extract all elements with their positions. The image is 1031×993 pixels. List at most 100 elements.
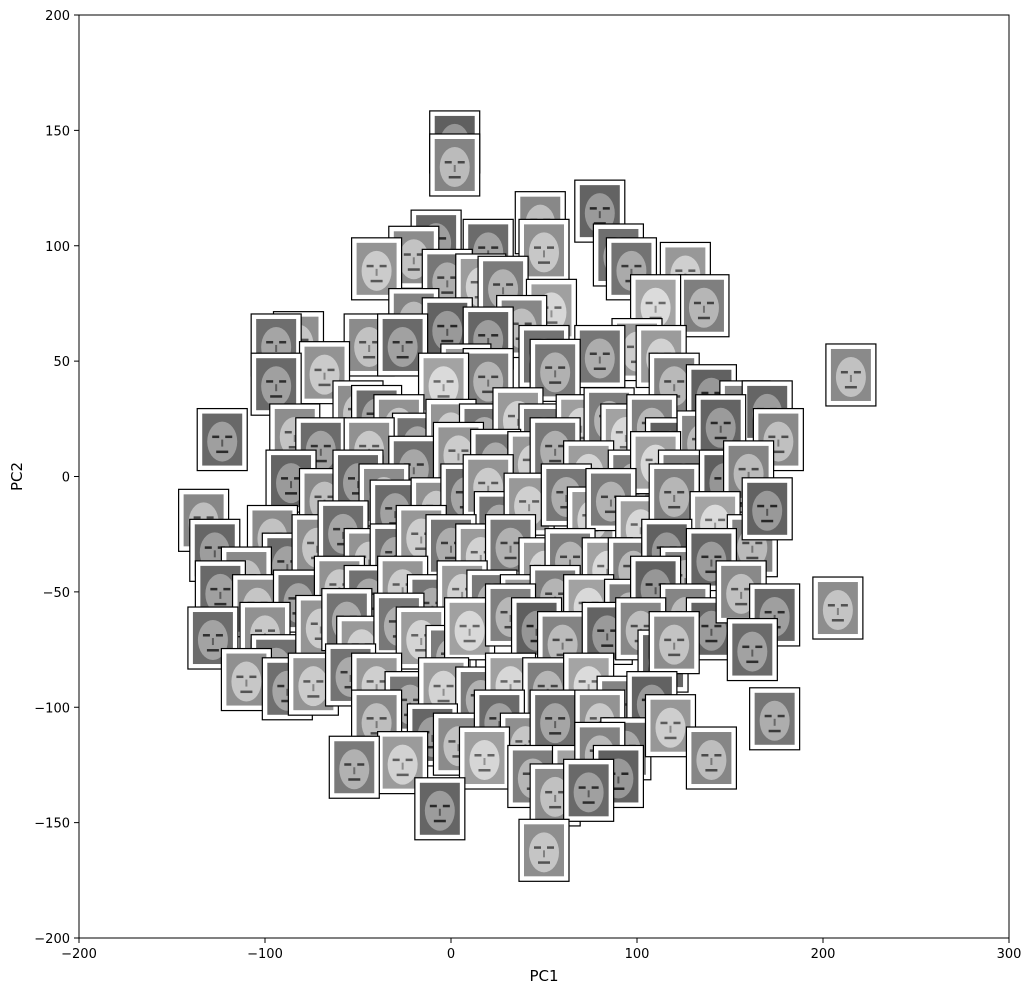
face-eye [314, 495, 322, 499]
face-thumbnail [812, 576, 864, 640]
face-mouth [463, 639, 476, 643]
face-eye [433, 684, 441, 688]
face-nose [457, 453, 460, 461]
face-nose [580, 425, 583, 433]
face-thumbnail [429, 133, 481, 197]
face-eye [534, 846, 541, 849]
face-eye [664, 380, 672, 383]
face-eye [439, 237, 447, 240]
face-nose [275, 344, 278, 352]
face-eye [301, 338, 309, 342]
face-nose [587, 684, 590, 692]
face-eye [506, 283, 514, 286]
face-thumbnail [328, 735, 380, 799]
face-eye [701, 754, 709, 757]
face-nose [565, 494, 568, 502]
face-eye [645, 583, 653, 586]
face-eye [534, 246, 541, 249]
face-eye [359, 340, 367, 344]
face-eye [853, 370, 861, 374]
face-nose [487, 379, 490, 387]
face-eye [405, 340, 413, 344]
face-mouth [504, 556, 517, 560]
face-mouth [549, 381, 562, 384]
y-tick-label: 50 [53, 355, 70, 370]
face-eye [266, 380, 274, 383]
face-nose [442, 384, 445, 392]
face-eye [621, 772, 629, 775]
face-eye [455, 490, 463, 494]
face-mouth [549, 805, 562, 809]
face-eye [348, 477, 355, 480]
face-nose [275, 384, 278, 392]
face-nose [375, 684, 378, 692]
face-nose [673, 494, 676, 502]
face-eye [450, 324, 458, 328]
face-eye [500, 541, 508, 545]
face-nose [487, 338, 490, 346]
face-eye [643, 624, 651, 628]
face-eye [597, 564, 605, 568]
face-thumbnail [529, 689, 581, 753]
face-thumbnail [444, 597, 496, 661]
face-nose [543, 250, 545, 258]
face-nose [766, 508, 769, 516]
face-nose [535, 628, 538, 636]
face-mouth [530, 639, 543, 643]
face-nose [554, 448, 557, 456]
face-nose [606, 633, 609, 641]
face-nose [453, 164, 456, 172]
face-eye [615, 430, 623, 434]
face-mouth [437, 699, 450, 703]
face-eye [573, 555, 581, 559]
face-eye [359, 444, 367, 448]
face-eye [478, 334, 486, 337]
face-mouth [370, 279, 383, 283]
face-mouth [433, 819, 446, 823]
face-eye [550, 684, 558, 688]
face-eye [437, 324, 445, 328]
face-eye [379, 264, 387, 268]
face-eye [403, 253, 411, 256]
face-eye [487, 754, 495, 757]
face-nose [714, 522, 717, 530]
face-eye [478, 246, 486, 249]
face-mouth [437, 395, 450, 398]
face-eye [556, 490, 564, 494]
face-eye [236, 675, 244, 679]
face-eye [489, 717, 497, 720]
face-eye [281, 477, 289, 480]
face-nose [569, 559, 572, 567]
face-eye [710, 421, 718, 425]
face-eye [781, 435, 789, 439]
face-nose [550, 310, 553, 318]
face-mouth [735, 602, 748, 606]
face-eye [755, 541, 763, 545]
face-nose [710, 758, 713, 766]
face-eye [714, 555, 722, 559]
face-eye [416, 253, 424, 256]
face-eye [718, 518, 726, 522]
face-mouth [593, 367, 606, 371]
face-mouth [448, 175, 461, 179]
face-eye [366, 680, 374, 683]
face-eye [731, 587, 739, 591]
face-eye [307, 541, 315, 545]
face-eye [491, 481, 499, 485]
x-tick-label: −100 [247, 947, 283, 962]
face-eye [405, 758, 413, 762]
face-eye [658, 301, 666, 305]
face-eye [558, 592, 566, 595]
face-eye [768, 435, 776, 439]
face-nose [669, 725, 672, 733]
face-nose [554, 370, 557, 378]
face-eye [591, 680, 599, 683]
face-mouth [337, 542, 350, 546]
face-eye [429, 804, 437, 808]
face-eye [610, 629, 618, 632]
face-eye [400, 698, 408, 702]
face-eye [630, 624, 638, 628]
face-eye [474, 754, 482, 757]
face-eye [303, 680, 311, 683]
face-eye [491, 246, 499, 249]
